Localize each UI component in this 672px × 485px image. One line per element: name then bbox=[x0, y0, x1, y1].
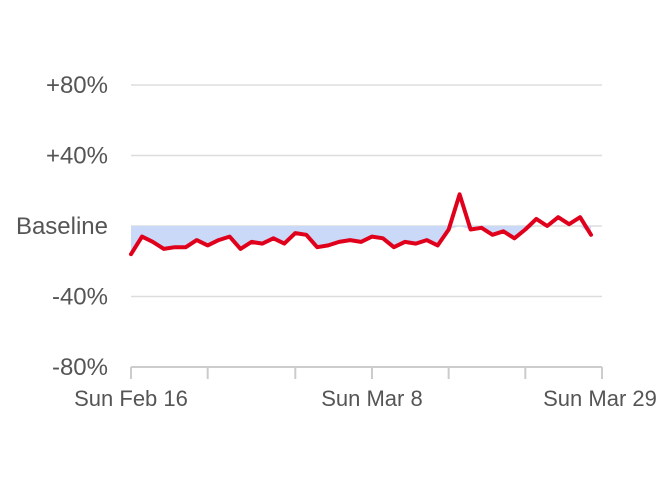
x-tick-label: Sun Mar 8 bbox=[321, 386, 423, 411]
x-tick-label: Sun Feb 16 bbox=[74, 386, 188, 411]
x-axis bbox=[131, 367, 602, 379]
y-tick-label: +80% bbox=[46, 72, 108, 99]
series-layer bbox=[131, 194, 591, 254]
x-tick-labels: Sun Feb 16 Sun Mar 8 Sun Mar 29 bbox=[74, 386, 657, 411]
y-tick-label: -40% bbox=[52, 284, 108, 311]
y-tick-labels: +80% +40% Baseline -40% -80% bbox=[16, 72, 108, 381]
y-tick-label: Baseline bbox=[16, 213, 108, 240]
y-tick-label: -80% bbox=[52, 354, 108, 381]
series-line bbox=[131, 194, 591, 254]
x-tick-label: Sun Mar 29 bbox=[543, 386, 657, 411]
y-tick-label: +40% bbox=[46, 143, 108, 170]
grid-layer bbox=[131, 85, 602, 297]
